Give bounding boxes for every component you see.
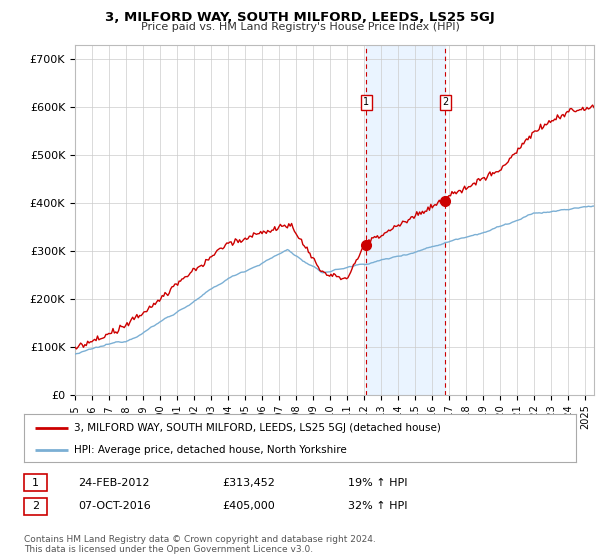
Text: £313,452: £313,452 [222,478,275,488]
Text: 1: 1 [32,478,39,488]
Text: Price paid vs. HM Land Registry's House Price Index (HPI): Price paid vs. HM Land Registry's House … [140,22,460,32]
Text: 19% ↑ HPI: 19% ↑ HPI [348,478,407,488]
Bar [367,45,445,395]
Text: 24-FEB-2012: 24-FEB-2012 [78,478,149,488]
Text: £405,000: £405,000 [222,501,275,511]
Text: 2: 2 [32,501,39,511]
Text: 32% ↑ HPI: 32% ↑ HPI [348,501,407,511]
Text: Contains HM Land Registry data © Crown copyright and database right 2024.
This d: Contains HM Land Registry data © Crown c… [24,535,376,554]
Text: 2: 2 [442,97,449,108]
Text: HPI: Average price, detached house, North Yorkshire: HPI: Average price, detached house, Nort… [74,445,346,455]
Text: 3, MILFORD WAY, SOUTH MILFORD, LEEDS, LS25 5GJ: 3, MILFORD WAY, SOUTH MILFORD, LEEDS, LS… [105,11,495,24]
Text: 3, MILFORD WAY, SOUTH MILFORD, LEEDS, LS25 5GJ (detached house): 3, MILFORD WAY, SOUTH MILFORD, LEEDS, LS… [74,423,440,433]
Text: 1: 1 [363,97,370,108]
Text: 07-OCT-2016: 07-OCT-2016 [78,501,151,511]
